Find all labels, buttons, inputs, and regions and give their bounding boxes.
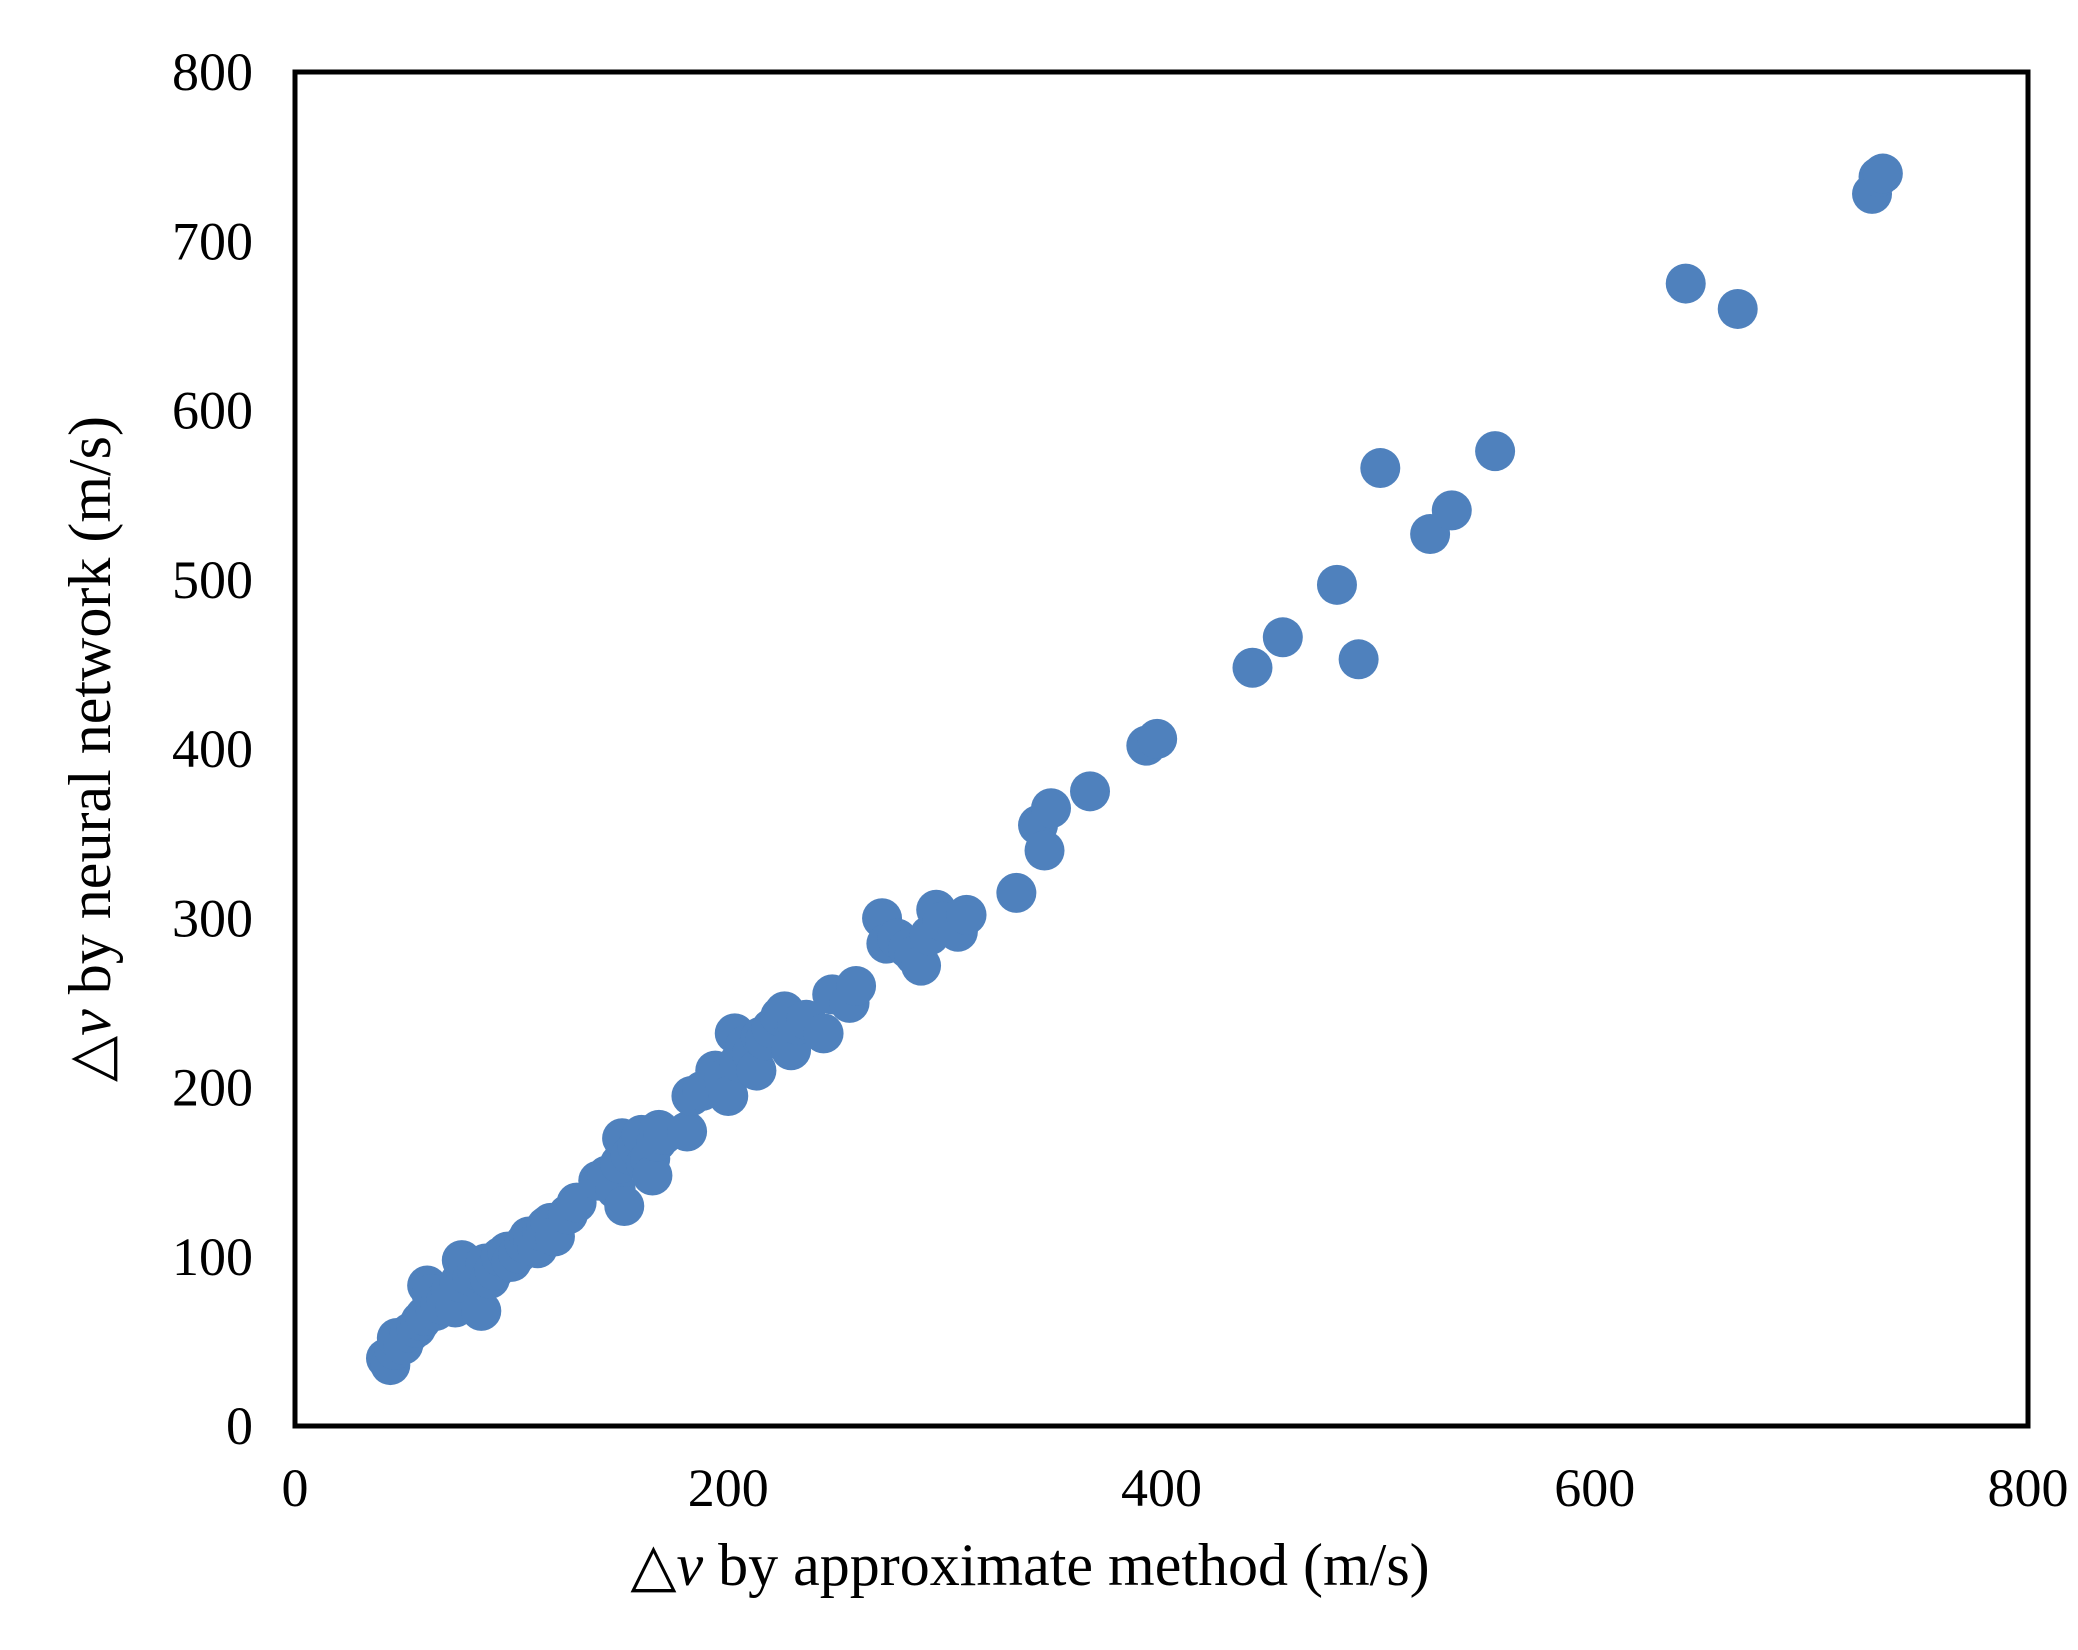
x-tick-label: 600 — [1554, 1458, 1635, 1518]
y-tick-label: 0 — [226, 1396, 253, 1456]
data-points — [365, 153, 1903, 1386]
data-point — [632, 1155, 673, 1196]
data-point — [1717, 288, 1758, 329]
y-tick-label: 700 — [172, 211, 253, 271]
y-tick-label: 400 — [172, 719, 253, 779]
data-point — [1070, 771, 1111, 812]
data-point — [1262, 617, 1303, 658]
y-axis-title-variable: v — [57, 1009, 123, 1036]
data-point — [667, 1111, 708, 1152]
y-tick-label: 600 — [172, 381, 253, 441]
x-tick-label: 200 — [688, 1458, 769, 1518]
y-axis-title: △v by neural network (m/s) — [57, 416, 123, 1082]
y-tick-label: 200 — [172, 1058, 253, 1118]
data-point — [1360, 448, 1401, 489]
data-point — [1431, 490, 1472, 531]
y-axis-title-suffix: by neural network (m/s) — [57, 416, 123, 1009]
data-point — [1665, 263, 1706, 304]
data-point — [1475, 431, 1516, 472]
y-axis-title-prefix: △ — [57, 1036, 123, 1082]
data-point — [461, 1290, 502, 1331]
data-point — [604, 1185, 645, 1226]
x-axis-title: △v by approximate method (m/s) — [630, 1532, 1429, 1598]
data-point — [1031, 788, 1072, 829]
data-point — [1316, 564, 1357, 605]
data-point — [1862, 153, 1903, 194]
data-point — [1137, 718, 1178, 759]
x-tick-label: 0 — [282, 1458, 309, 1518]
data-point — [708, 1075, 749, 1116]
data-point — [1024, 830, 1065, 871]
data-point — [836, 965, 877, 1006]
y-tick-label: 100 — [172, 1227, 253, 1287]
data-point — [1232, 647, 1273, 688]
x-tick-label: 400 — [1121, 1458, 1202, 1518]
data-point — [1338, 639, 1379, 680]
y-tick-label: 300 — [172, 888, 253, 948]
x-axis-title-prefix: △ — [630, 1532, 676, 1598]
plot-area-frame — [292, 69, 2031, 1429]
data-point — [803, 1013, 844, 1054]
y-tick-label: 500 — [172, 550, 253, 610]
data-point — [736, 1050, 777, 1091]
data-point — [901, 945, 942, 986]
data-point — [946, 894, 987, 935]
x-axis-title-suffix: by approximate method (m/s) — [703, 1532, 1430, 1598]
x-tick-label: 800 — [1988, 1458, 2069, 1518]
data-point — [996, 872, 1037, 913]
x-axis-ticks: 0 200 400 600 800 — [282, 1458, 2069, 1518]
y-axis-ticks: 0 100 200 300 400 500 600 700 800 — [172, 42, 253, 1456]
x-axis-title-variable: v — [677, 1532, 704, 1598]
y-tick-label: 800 — [172, 42, 253, 102]
